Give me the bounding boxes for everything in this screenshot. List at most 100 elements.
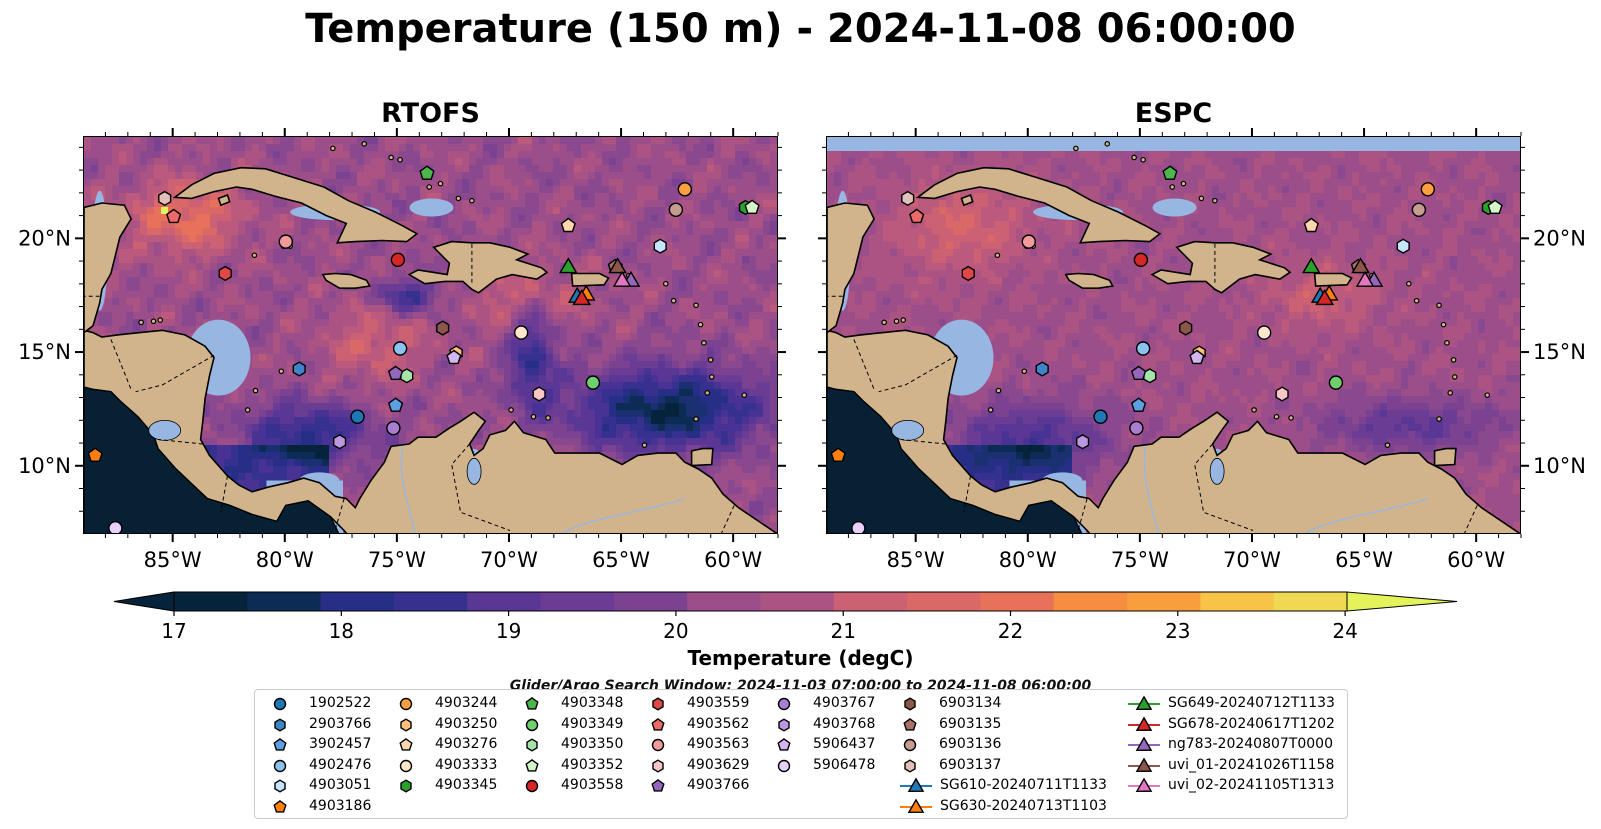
colorbar-frame xyxy=(173,591,1348,612)
island xyxy=(1212,197,1218,204)
argo-float-4903186 xyxy=(87,447,103,462)
argo-float-4903558 xyxy=(390,252,406,268)
colorbar: 17 18 19 20 21 22 23 24 xyxy=(113,591,1458,643)
legend-label: 4903766 xyxy=(687,777,750,793)
island xyxy=(1447,390,1454,396)
legend-marker-pentagon xyxy=(525,758,539,772)
legend-marker-circle xyxy=(273,759,287,772)
argo-float-6903134 xyxy=(436,320,450,336)
legend-label: 2903766 xyxy=(309,715,372,732)
lat-tick-label: 15°N xyxy=(18,340,71,364)
island xyxy=(1251,407,1257,413)
legend-label: 4903250 xyxy=(435,715,498,732)
island xyxy=(1273,413,1280,420)
island xyxy=(469,197,475,204)
lon-tick-label: 70°W xyxy=(1223,548,1281,572)
glider-SG678-20240617T1202 xyxy=(572,289,592,306)
legend-label: 4903562 xyxy=(687,715,750,732)
colorbar-swatch xyxy=(320,592,395,611)
colorbar-swatch xyxy=(980,592,1055,611)
colorbar-swatch xyxy=(1273,592,1348,611)
legend: 1902522 2903766 3902457 4902476 4903051 49031… xyxy=(254,689,1348,819)
legend-marker-hexagon xyxy=(652,697,664,711)
legend-label: SG649-20240712T1133 xyxy=(1168,695,1335,711)
island xyxy=(388,154,394,161)
legend-marker-hexagon xyxy=(274,779,286,793)
land-cuba xyxy=(172,166,419,244)
legend-marker-triangle xyxy=(1128,715,1160,731)
legend-label: 4903186 xyxy=(309,797,372,814)
lon-tick-label: 70°W xyxy=(480,548,538,572)
argo-float-4903276 xyxy=(1303,217,1319,233)
land xyxy=(84,166,777,533)
glider-uvi_01-20241026T1158 xyxy=(1351,257,1370,274)
island xyxy=(1451,374,1458,380)
legend-label: SG610-20240711T1133 xyxy=(940,777,1107,793)
land-hispaniola xyxy=(1150,240,1292,294)
legend-marker-triangle xyxy=(1128,695,1160,711)
argo-float-4903348 xyxy=(419,165,435,180)
colorbar-swatch xyxy=(393,592,468,611)
colorbar-swatch xyxy=(174,592,248,611)
legend-marker-triangle xyxy=(900,777,932,793)
island xyxy=(881,319,887,326)
island xyxy=(455,195,462,202)
map-espc[interactable] xyxy=(826,136,1521,534)
legend-label: 4903352 xyxy=(561,756,624,773)
legend-marker-hexagon xyxy=(904,697,916,711)
island xyxy=(701,340,707,346)
island xyxy=(693,302,699,309)
island xyxy=(397,156,403,163)
lon-tick-label: 75°W xyxy=(368,548,426,572)
argo-float-4903563 xyxy=(1021,234,1036,249)
map-rtofs[interactable] xyxy=(83,136,778,534)
land-puertoRico xyxy=(570,272,610,287)
glider-SG649-20240712T1133 xyxy=(1301,257,1321,274)
legend-marker-circle xyxy=(777,759,791,772)
argo-float-4903559 xyxy=(961,265,975,282)
colorbar-tick-label: 21 xyxy=(830,619,855,643)
argo-float-4903051 xyxy=(653,238,667,254)
legend-label: 6903137 xyxy=(939,756,1002,773)
argo-float-4903352 xyxy=(1487,199,1503,215)
island xyxy=(994,252,1001,259)
axes-panel-0: 85°W 80°W 75°W 70°W 65°W 60°W 20°N 15°N 10°N xyxy=(18,128,786,572)
island xyxy=(1436,302,1442,309)
island xyxy=(426,184,433,190)
argo-float-2903766 xyxy=(1035,361,1049,377)
lake-maracaibo xyxy=(1209,457,1225,485)
island xyxy=(545,415,551,421)
colorbar-tick-label: 23 xyxy=(1165,619,1190,643)
colorbar-tick-label: 18 xyxy=(329,619,354,643)
island xyxy=(1405,280,1412,287)
island xyxy=(508,407,514,413)
argo-float-5906478 xyxy=(108,520,123,533)
legend-marker-hexagon xyxy=(400,779,412,793)
lon-tick-label: 85°W xyxy=(887,548,945,572)
island xyxy=(708,374,715,380)
legend-marker-circle xyxy=(399,759,413,772)
legend-label: 6903135 xyxy=(939,715,1002,732)
island xyxy=(995,387,1002,394)
lon-tick-label: 65°W xyxy=(1335,548,1393,572)
island xyxy=(361,141,368,147)
glider-SG649-20240712T1133 xyxy=(558,257,578,274)
observations xyxy=(830,165,1503,533)
island xyxy=(1384,442,1391,448)
island xyxy=(1413,297,1420,304)
colorbar-swatch xyxy=(1200,592,1275,611)
island xyxy=(1169,184,1176,190)
lat-tick-label: 10°N xyxy=(18,454,71,478)
river-magdalena xyxy=(1143,446,1160,533)
argo-float-5906437 xyxy=(1189,349,1205,365)
colorbar-extend-low xyxy=(113,591,175,612)
argo-float-4903348 xyxy=(1162,165,1178,180)
legend-label: 4903629 xyxy=(687,756,750,773)
colorbar-swatch xyxy=(1127,592,1201,611)
argo-float-4903767 xyxy=(1129,420,1144,436)
glider-uvi_01-20241026T1158 xyxy=(608,257,627,274)
legend-marker-circle xyxy=(399,697,413,711)
legend-label: 4903244 xyxy=(435,695,498,711)
argo-float-4903768 xyxy=(332,434,347,450)
island xyxy=(741,392,748,398)
